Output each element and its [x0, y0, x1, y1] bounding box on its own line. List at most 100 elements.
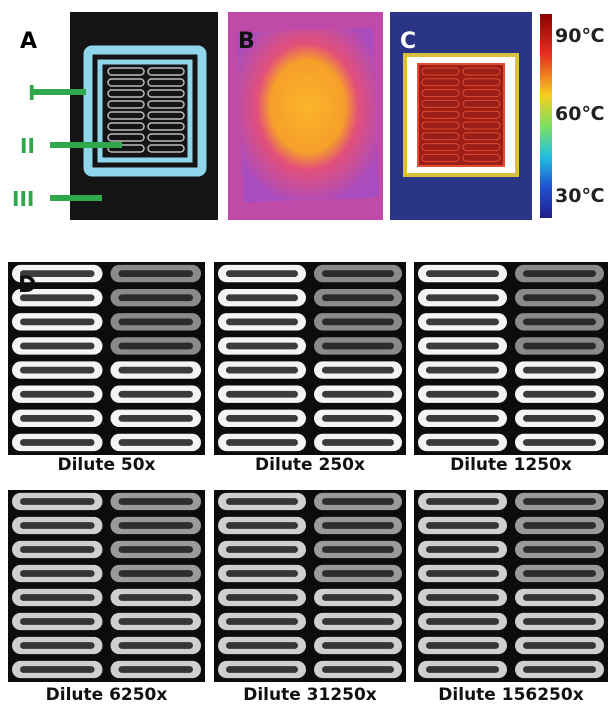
micrograph [414, 262, 608, 455]
channel-core [226, 367, 298, 374]
figure: I II III A B C 90℃ 60℃ 30℃ Dilute 50xDil… [0, 0, 614, 712]
micrograph [8, 490, 205, 682]
panel-c: C 90℃ 60℃ 30℃ [390, 12, 604, 220]
channel-core [20, 498, 95, 505]
caption: Dilute 6250x [46, 685, 168, 705]
channel-core [20, 546, 95, 553]
channel-core [322, 618, 394, 625]
channel-core [523, 439, 596, 446]
colorbar-label: 90℃ [555, 25, 604, 47]
panel-a: I II III A [12, 12, 218, 220]
channel-core [20, 439, 95, 446]
channel-core [20, 343, 95, 350]
channel-core [226, 415, 298, 422]
panel-b: B [228, 12, 383, 220]
colorbar-label: 60℃ [555, 103, 604, 125]
channel-core [119, 415, 194, 422]
channel-core [226, 318, 298, 325]
channel-core [426, 546, 499, 553]
channel-core [226, 391, 298, 398]
panel-label: D [18, 273, 36, 298]
heat-zone [237, 28, 379, 203]
channel-core [426, 439, 499, 446]
marker-label: I [28, 81, 35, 105]
caption: Dilute 250x [255, 455, 365, 475]
channel-core [226, 439, 298, 446]
channel-core [523, 642, 596, 649]
channel-core [226, 642, 298, 649]
channel-core [20, 642, 95, 649]
panel-label: A [20, 29, 37, 54]
colorbar-label: 30℃ [555, 185, 604, 207]
micrograph [414, 490, 608, 682]
micrograph [214, 490, 406, 682]
channel-core [20, 367, 95, 374]
channel-core [426, 294, 499, 301]
channel-core [322, 343, 394, 350]
channel-core [226, 666, 298, 673]
caption: Dilute 156250x [438, 685, 583, 705]
channel-core [119, 642, 194, 649]
micrograph [8, 262, 205, 455]
channel-core [20, 666, 95, 673]
marker-bar [50, 195, 102, 201]
channel-core [226, 294, 298, 301]
channel-core [523, 367, 596, 374]
marker-label: III [12, 187, 34, 211]
channel-core [523, 270, 596, 277]
channel-core [119, 270, 194, 277]
channel-core [523, 343, 596, 350]
channel-core [322, 391, 394, 398]
channel-core [119, 570, 194, 577]
channel-core [322, 642, 394, 649]
channel-core [119, 618, 194, 625]
channel-core [20, 318, 95, 325]
caption: Dilute 31250x [243, 685, 377, 705]
channel-core [426, 343, 499, 350]
channel-core [426, 270, 499, 277]
channel-core [426, 318, 499, 325]
channel-core [426, 618, 499, 625]
channel-core [119, 594, 194, 601]
channel-core [322, 570, 394, 577]
channel-core [426, 570, 499, 577]
channel-core [226, 546, 298, 553]
channel-core [523, 498, 596, 505]
channel-core [119, 522, 194, 529]
marker-label: II [20, 134, 35, 158]
caption: Dilute 1250x [450, 455, 572, 475]
channel-core [426, 498, 499, 505]
channel-core [226, 618, 298, 625]
channel-core [226, 522, 298, 529]
channel-core [20, 570, 95, 577]
channel-core [20, 415, 95, 422]
channel-core [322, 522, 394, 529]
channel-core [119, 498, 194, 505]
channel-core [322, 318, 394, 325]
marker-bar [50, 142, 122, 148]
channel-core [426, 522, 499, 529]
channel-core [119, 546, 194, 553]
channel-core [119, 367, 194, 374]
channel-core [523, 618, 596, 625]
channel-core [322, 294, 394, 301]
channel-core [119, 318, 194, 325]
channel-core [523, 391, 596, 398]
channel-core [20, 391, 95, 398]
channel-core [426, 415, 499, 422]
channel-core [523, 666, 596, 673]
channel-core [226, 270, 298, 277]
channel-core [322, 367, 394, 374]
channel-core [426, 594, 499, 601]
channel-core [523, 522, 596, 529]
colorbar [540, 14, 552, 218]
channel-core [523, 570, 596, 577]
channel-core [119, 439, 194, 446]
channel-core [322, 415, 394, 422]
channel-core [322, 498, 394, 505]
channel-core [20, 522, 95, 529]
channel-core [119, 391, 194, 398]
micrograph [214, 262, 406, 455]
channel-core [322, 546, 394, 553]
